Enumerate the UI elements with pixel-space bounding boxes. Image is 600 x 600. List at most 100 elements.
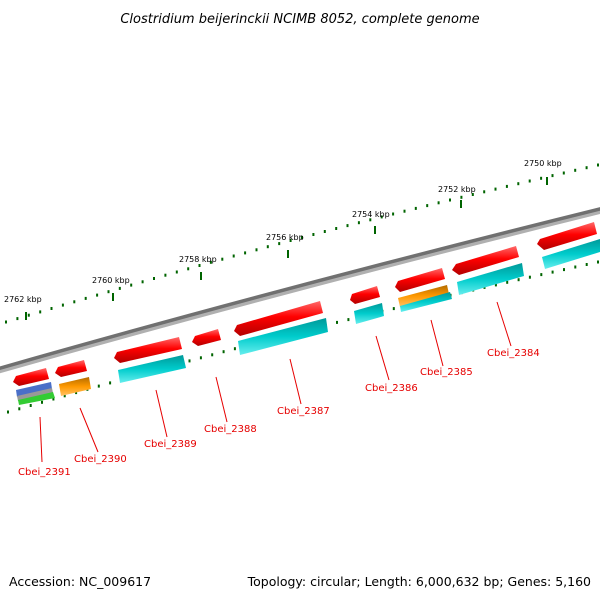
outer-tick-dot [5, 320, 7, 324]
outer-tick-dot [585, 166, 588, 170]
feature-bar-orange [398, 285, 449, 307]
genome-backbone [0, 207, 600, 370]
gene-cbei-2388[interactable] [192, 329, 221, 346]
outer-tick-dot [118, 286, 121, 290]
outer-tick-dot [597, 163, 599, 167]
gene-label-cbei-2388[interactable]: Cbei_2388 [204, 424, 257, 435]
feature-bar-blue [16, 382, 52, 397]
gene-label-cbei-2391[interactable]: Cbei_2391 [18, 467, 71, 478]
outer-tick-dot [380, 215, 383, 219]
gene-cbei-2384[interactable] [537, 222, 600, 269]
outer-tick-dot [278, 242, 281, 246]
inner-tick-dot [551, 270, 554, 274]
inner-tick-dot [29, 404, 32, 407]
outer-tick-dot [244, 251, 247, 255]
gene-cbei-2391[interactable] [13, 368, 55, 405]
outer-tick-dot [323, 230, 326, 233]
outer-tick-dot [437, 201, 440, 205]
outer-tick-dot [574, 168, 577, 172]
outer-tick-dot [209, 260, 212, 264]
tick-label-2760: 2760 kbp [92, 276, 130, 285]
outer-tick-dot [16, 317, 19, 321]
outer-tick-dot [221, 257, 224, 261]
outer-tick-dot [50, 307, 53, 310]
cds-arrow [452, 246, 519, 275]
outer-tick-dot [301, 236, 303, 239]
outer-tick-dot [312, 233, 315, 236]
outer-tick-dot [540, 176, 543, 180]
feature-bar [118, 355, 186, 383]
feature-bar [457, 263, 524, 295]
cds-arrow [395, 268, 445, 292]
gene-cbei-2389[interactable] [114, 337, 186, 383]
outer-tick-dot [494, 187, 497, 191]
inner-tick-dot [597, 260, 599, 264]
outer-tick-dot [335, 227, 338, 230]
outer-tick-dot [61, 303, 64, 307]
gene-cbei-2387[interactable] [234, 301, 328, 355]
inner-tick-dot [211, 353, 214, 357]
outer-tick-dot [141, 280, 144, 284]
gene-label-cbei-2384[interactable]: Cbei_2384 [487, 348, 540, 359]
outer-tick-dot [175, 270, 178, 274]
feature-bar [238, 318, 328, 355]
topology-text: Topology: circular; Length: 6,000,632 bp… [247, 574, 591, 589]
outer-tick-dot [39, 310, 42, 314]
outer-tick-dot [562, 171, 565, 175]
outer-tick-dot [551, 174, 554, 178]
cds-arrow [192, 329, 221, 346]
gene-cbei-2385[interactable] [395, 268, 452, 312]
gene-labels: Cbei_2384 Cbei_2385 Cbei_2386 Cbei_2387 … [18, 348, 540, 478]
inner-tick-dot [52, 397, 55, 401]
inner-tick-dot [188, 359, 191, 363]
outer-tick-dot [255, 248, 258, 252]
tick-label-2752: 2752 kbp [438, 185, 476, 194]
leader-cbei-2390 [79, 407, 99, 453]
gene-cbei-2384-region[interactable] [452, 246, 524, 295]
inner-tick-dot [233, 347, 236, 351]
gene-cbei-2390[interactable] [55, 360, 91, 396]
gene-label-cbei-2385[interactable]: Cbei_2385 [420, 367, 473, 378]
inner-tick-dot [494, 283, 497, 287]
outer-tick-dot [164, 273, 167, 277]
outer-tick-dot [403, 209, 406, 213]
outer-tick-dot [346, 224, 349, 228]
inner-tick-dot [528, 275, 531, 279]
cds-arrow [114, 337, 182, 363]
leader-cbei-2385 [430, 319, 444, 367]
tick-label-2762: 2762 kbp [4, 295, 42, 304]
gene-label-cbei-2389[interactable]: Cbei_2389 [144, 439, 197, 450]
inner-tick-dot [585, 263, 588, 266]
major-ticks [25, 177, 548, 320]
leader-cbei-2389 [155, 389, 168, 438]
gene-features [13, 222, 600, 405]
gene-label-cbei-2390[interactable]: Cbei_2390 [74, 454, 127, 465]
gene-label-cbei-2387[interactable]: Cbei_2387 [277, 406, 330, 417]
gene-label-cbei-2386[interactable]: Cbei_2386 [365, 383, 418, 394]
inner-tick-dot [540, 273, 543, 277]
leader-cbei-2387 [289, 358, 302, 405]
outer-tick-dot [528, 179, 531, 183]
inner-tick-dot [222, 350, 225, 354]
outer-tick-dot [107, 290, 110, 294]
cds-arrow [13, 368, 49, 386]
outer-tick-dot [73, 300, 76, 304]
inner-tick-dot [97, 384, 100, 388]
outer-tick-dot [449, 198, 451, 202]
cds-arrow [55, 360, 87, 377]
inner-tick-dot [199, 356, 202, 360]
outer-tick-dot [84, 296, 87, 300]
inner-tick-dot [18, 407, 21, 411]
outer-tick-dot [357, 221, 360, 225]
gene-cbei-2386[interactable] [350, 286, 384, 324]
outer-tick-dot [198, 264, 201, 267]
label-leader-lines [39, 301, 512, 463]
genome-backbone-shadow [0, 207, 600, 374]
outer-tick-ring: 2750 kbp 2752 kbp 2754 kbp 2756 kbp 2758… [4, 159, 599, 324]
inner-tick-dot [574, 265, 577, 269]
outer-tick-dot [392, 212, 395, 216]
outer-tick-dot [426, 204, 429, 208]
feature-bar [542, 239, 600, 269]
outer-tick-dot [460, 195, 463, 199]
